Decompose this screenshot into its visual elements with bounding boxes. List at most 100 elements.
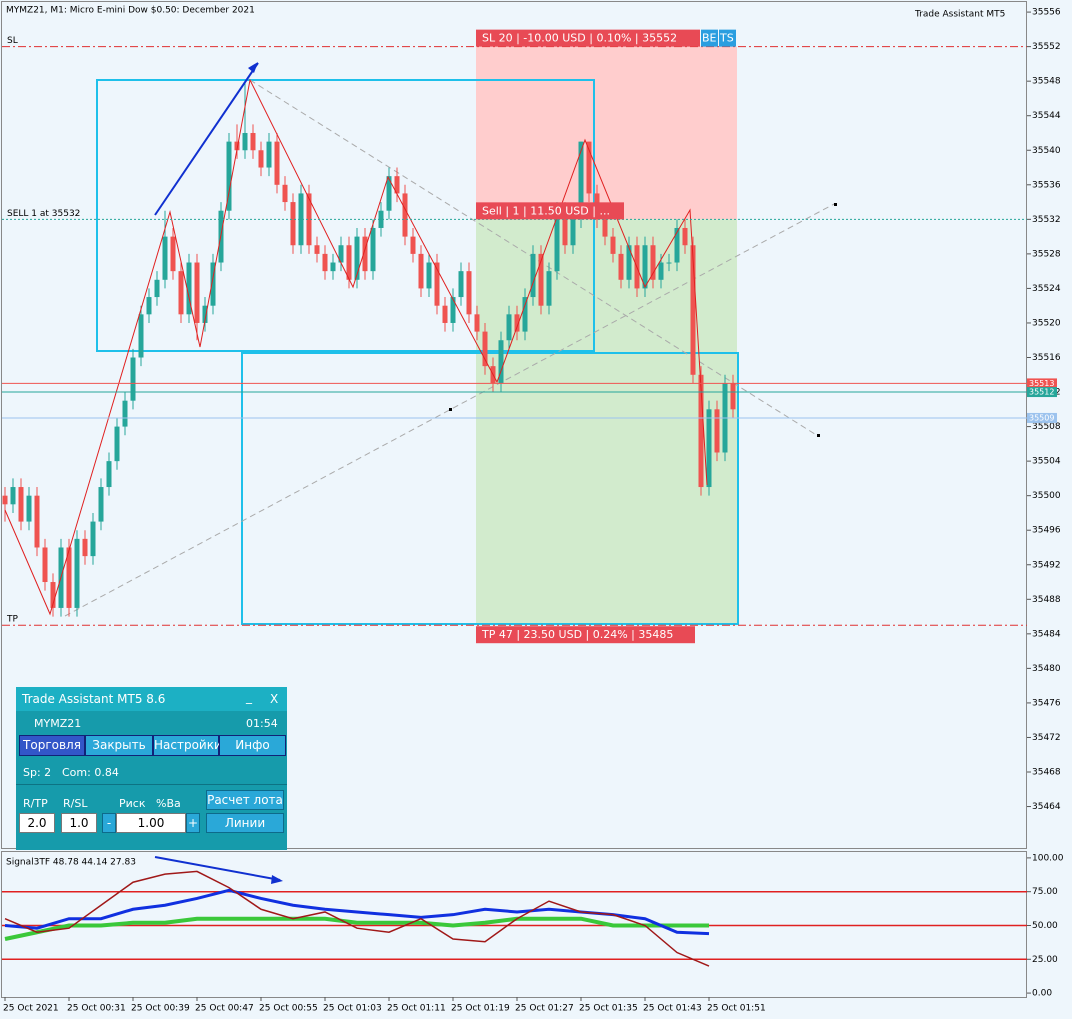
candle-body <box>338 245 344 263</box>
indicator-line <box>4 870 710 967</box>
panel-title: Trade Assistant MT5 8.6 <box>22 692 166 706</box>
candle-body <box>314 245 320 254</box>
lines-button[interactable]: Линии <box>206 813 284 833</box>
candle-body <box>666 262 672 264</box>
candle-body <box>130 357 136 401</box>
candle-body <box>162 236 168 280</box>
y-tick-label: 25.00 <box>1032 955 1058 965</box>
candle-body <box>674 227 680 263</box>
x-tick-label: 25 Oct 01:43 <box>643 1004 702 1014</box>
ts-label: TS <box>719 32 734 45</box>
candle-body <box>146 297 152 315</box>
candle-body <box>714 409 720 453</box>
candle-body <box>682 227 688 246</box>
tab[interactable]: Торговля <box>19 735 85 756</box>
candle-body <box>106 461 112 488</box>
anchor <box>817 434 820 437</box>
level-label: SL <box>7 36 18 46</box>
y-tick-label: 35532 <box>1032 215 1061 225</box>
y-tick-label: 35464 <box>1032 802 1061 812</box>
be-label: BE <box>702 32 717 45</box>
candle-body <box>378 210 384 228</box>
minimize[interactable]: _ <box>246 690 252 704</box>
plus-button[interactable]: + <box>186 813 200 833</box>
candle-body <box>290 202 296 246</box>
level-label: TP <box>6 615 18 625</box>
candle-body <box>306 193 312 246</box>
rsl-input[interactable]: 1.0 <box>61 813 97 833</box>
price-tag-bg <box>1027 387 1057 398</box>
tab[interactable]: Настройки <box>153 735 222 756</box>
x-tick-label: 25 Oct 01:11 <box>387 1004 446 1014</box>
candle-body <box>562 210 568 246</box>
candle-body <box>690 245 696 375</box>
trade-panel: Trade Assistant MT5 8.6 _ X MYMZ21 01:54… <box>16 687 287 850</box>
y-tick-label: 35504 <box>1032 457 1061 467</box>
y-tick-label: 35548 <box>1032 77 1061 87</box>
candle-body <box>362 236 368 272</box>
minus-button[interactable]: - <box>102 813 116 833</box>
tab[interactable]: Закрыть <box>85 735 153 756</box>
candle-body <box>2 495 8 505</box>
candle-body <box>394 176 400 194</box>
candle-body <box>450 297 456 323</box>
candle-body <box>474 314 480 332</box>
rtp-input[interactable]: 2.0 <box>19 813 55 833</box>
y-tick-label: 100.00 <box>1032 853 1064 863</box>
price-tag: 35509 <box>1029 413 1054 422</box>
x-tick-label: 25 Oct 01:19 <box>451 1004 510 1014</box>
level-label: SELL 1 at 35532 <box>7 209 80 219</box>
close[interactable]: X <box>270 692 279 706</box>
trade-label-bg <box>476 29 700 47</box>
candle-body <box>50 582 56 608</box>
calc-button[interactable]: Расчет лота <box>206 790 284 810</box>
candle-body <box>322 253 328 272</box>
anchor <box>449 408 452 411</box>
y-tick-label: 50.00 <box>1032 921 1058 931</box>
candle-body <box>114 426 120 462</box>
trade-label: Sell | 1 | 11.50 USD | ... <box>482 204 610 217</box>
label: %Ba <box>156 797 181 810</box>
time: 01:54 <box>246 717 278 730</box>
x-tick-label: 25 Oct 00:31 <box>67 1004 126 1014</box>
y-tick-label: 35468 <box>1032 768 1061 778</box>
candle-body <box>258 150 264 168</box>
label: R/SL <box>63 797 88 810</box>
candle-body <box>626 245 632 280</box>
candle-body <box>642 245 648 289</box>
y-tick-label: 35488 <box>1032 595 1061 605</box>
candle-body <box>138 314 144 358</box>
y-tick-label: 35480 <box>1032 664 1061 674</box>
trade-label-bg <box>476 202 624 220</box>
symbol: MYMZ21 <box>34 717 82 730</box>
candle-body <box>530 253 536 298</box>
tp-zone <box>476 219 737 626</box>
y-tick-label: 0.00 <box>1032 989 1052 999</box>
candle-body <box>274 141 280 185</box>
candle-body <box>418 253 424 289</box>
tab[interactable]: Инфо <box>219 735 286 756</box>
x-tick-label: 25 Oct 00:39 <box>131 1004 190 1014</box>
sl-zone <box>476 46 737 220</box>
candle-body <box>330 262 336 272</box>
x-tick-label: 25 Oct 00:55 <box>259 1004 318 1014</box>
candle-body <box>202 305 208 323</box>
y-tick-label: 35556 <box>1032 8 1061 18</box>
y-tick-label: 35508 <box>1032 422 1061 432</box>
indicator-label: Signal3TF 48.78 44.14 27.83 <box>6 858 136 868</box>
candle-body <box>434 262 440 306</box>
trade-label: TP 47 | 23.50 USD | 0.24% | 35485 <box>481 628 673 641</box>
candle-body <box>282 184 288 203</box>
candle-body <box>506 314 512 341</box>
candle-body <box>554 210 560 272</box>
indicator-name: Trade Assistant MT5 <box>914 10 1005 20</box>
y-tick-label: 35476 <box>1032 698 1061 708</box>
y-tick-label: 35524 <box>1032 284 1061 294</box>
price-tag: 35512 <box>1029 388 1054 397</box>
candle-body <box>122 400 128 427</box>
candle-body <box>10 487 16 505</box>
risk-input[interactable]: 1.00 <box>116 813 186 833</box>
y-tick-label: 35516 <box>1032 353 1061 363</box>
